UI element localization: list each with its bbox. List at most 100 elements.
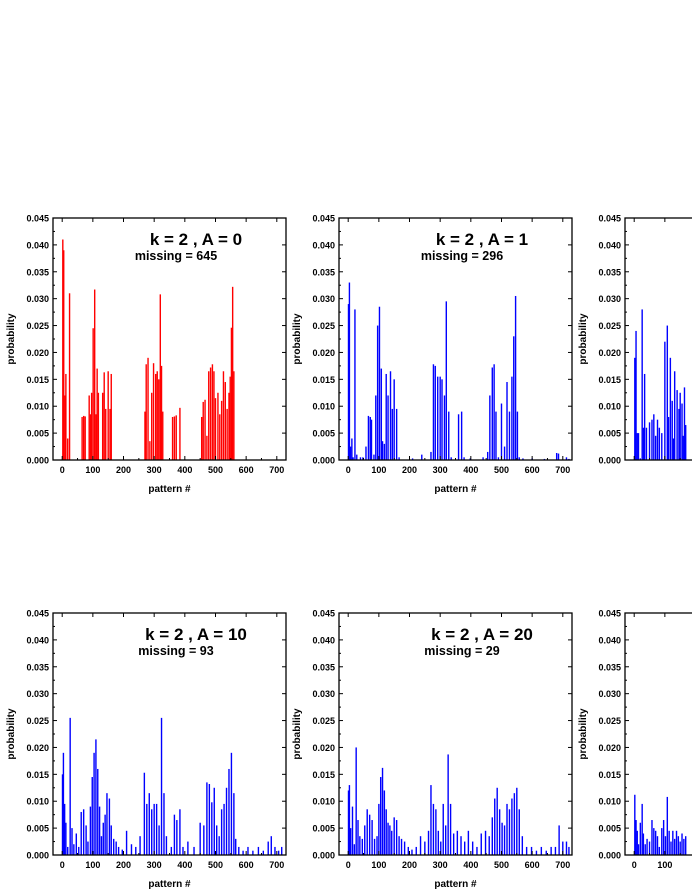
bar	[452, 833, 455, 855]
bar	[644, 844, 646, 855]
bar	[230, 327, 233, 460]
y-tick-label: 0.045	[26, 214, 49, 224]
y-tick-label: 0.020	[598, 348, 621, 358]
bar	[267, 841, 269, 855]
bar	[634, 357, 636, 460]
y-tick-label: 0.030	[26, 294, 49, 304]
bar	[673, 371, 676, 460]
bar	[109, 408, 111, 460]
bar	[352, 457, 354, 460]
bar	[682, 435, 684, 460]
bar	[500, 403, 503, 460]
bar	[82, 415, 85, 460]
bar	[106, 793, 108, 855]
x-tick-label: 300	[433, 860, 448, 870]
bar	[495, 411, 497, 460]
bar	[676, 390, 678, 460]
y-axis: 0.000 0.005 0.010 0.015 0.020 0.025 0.030 0.035…	[598, 214, 629, 466]
x-tick-label: 700	[555, 860, 570, 870]
bar	[378, 306, 381, 460]
bar	[679, 841, 681, 855]
x-tick-label: 0	[346, 860, 351, 870]
bar	[257, 846, 260, 855]
bar	[486, 451, 489, 460]
bar	[489, 395, 491, 460]
bar	[214, 398, 217, 460]
bar	[175, 415, 177, 460]
bar	[395, 820, 398, 855]
x-tick-label: 200	[402, 860, 417, 870]
bar	[407, 846, 409, 855]
bar	[348, 282, 351, 460]
y-tick-label: 0.040	[598, 240, 621, 250]
chart-panel-6: 0.000 0.005 0.010 0.015 0.020 0.025 0.030 0.035…	[578, 609, 692, 870]
y-axis-label: probability	[292, 313, 303, 365]
bar	[673, 838, 676, 855]
bar	[484, 830, 487, 855]
x-tick-label: 100	[371, 860, 386, 870]
bar	[516, 411, 519, 460]
bar	[508, 809, 511, 855]
bar	[156, 371, 158, 460]
bar	[163, 793, 165, 855]
bar	[430, 451, 432, 460]
bar	[147, 357, 149, 460]
bar	[540, 846, 543, 855]
bar	[654, 435, 657, 460]
x-axis: 0 100 200 300 400 500 600 700	[346, 218, 570, 475]
bar	[373, 454, 375, 460]
x-axis: 0 100 200 300 400 500 600 700	[346, 613, 570, 870]
y-axis-label: probability	[6, 708, 17, 760]
bar	[681, 833, 683, 855]
x-tick-label: 600	[239, 465, 254, 475]
y-tick-label: 0.010	[312, 402, 335, 412]
bar	[228, 768, 230, 855]
bar	[148, 793, 150, 855]
bar	[277, 850, 280, 855]
y-tick-label: 0.030	[598, 294, 621, 304]
bar	[171, 416, 174, 460]
x-tick-label: 500	[494, 465, 509, 475]
bar	[206, 782, 208, 855]
y-tick-label: 0.010	[598, 797, 621, 807]
x-tick-label: 600	[525, 465, 540, 475]
bar	[683, 838, 685, 855]
bar	[102, 822, 104, 855]
bar	[90, 392, 93, 460]
bar	[233, 793, 235, 855]
y-tick-label: 0.030	[26, 689, 49, 699]
x-tick-label: 300	[433, 465, 448, 475]
bar	[349, 828, 352, 855]
bar	[262, 850, 265, 855]
bar	[379, 777, 382, 855]
bar	[391, 408, 394, 460]
y-tick-label: 0.000	[312, 851, 335, 861]
bar	[513, 336, 515, 460]
bar	[103, 372, 105, 460]
bar	[411, 849, 413, 855]
bar	[672, 438, 675, 460]
bar	[355, 747, 357, 855]
y-tick-label: 0.025	[598, 321, 621, 331]
bar	[95, 739, 97, 855]
bar	[385, 809, 387, 855]
bar	[61, 774, 64, 855]
y-tick-label: 0.005	[312, 824, 335, 834]
bar	[467, 830, 470, 855]
bar	[511, 376, 513, 460]
bar	[535, 850, 538, 855]
bar	[403, 841, 406, 855]
bar	[225, 787, 228, 855]
bar	[460, 411, 463, 460]
x-tick-label: 0	[632, 860, 637, 870]
bar	[209, 367, 212, 460]
bar	[508, 411, 511, 460]
bar	[220, 400, 223, 460]
bar	[179, 407, 181, 460]
bar	[383, 790, 386, 855]
bar	[231, 286, 234, 460]
bar	[381, 441, 384, 460]
bar	[242, 850, 244, 855]
bar	[69, 717, 71, 855]
